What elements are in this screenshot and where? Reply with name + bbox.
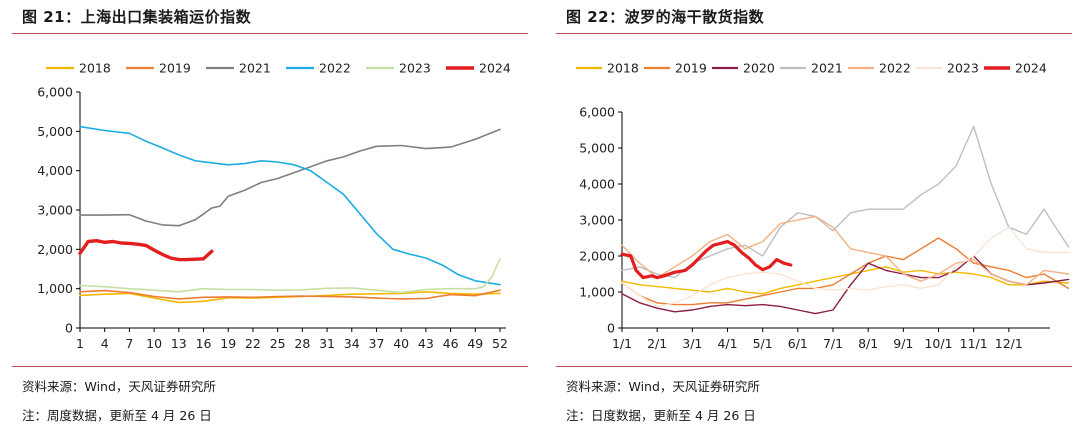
- legend-label-2022: 2022: [319, 61, 351, 76]
- y-tick-label: 0: [607, 321, 615, 336]
- series-line-2019: [79, 289, 501, 300]
- chart-title: 图 21：上海出口集装箱运价指数: [22, 8, 252, 26]
- legend-label-2023: 2023: [399, 61, 431, 76]
- legend-label-2018: 2018: [607, 61, 639, 76]
- x-tick-label: 2/1: [647, 336, 667, 351]
- y-tick-label: 5,000: [37, 124, 73, 139]
- x-tick-label: 49: [467, 336, 483, 351]
- legend-label-2024: 2024: [479, 61, 511, 76]
- y-tick-label: 1,000: [37, 281, 73, 296]
- source-note: 资料来源：Wind，天风证券研究所: [566, 379, 760, 394]
- x-tick-label: 40: [393, 336, 409, 351]
- x-tick-label: 1/1: [612, 336, 632, 351]
- x-tick-label: 10: [146, 336, 162, 351]
- legend-label-2019: 2019: [675, 61, 707, 76]
- x-tick-label: 16: [196, 336, 212, 351]
- series-line-2024: [620, 240, 793, 280]
- series-line-2023: [621, 226, 1070, 308]
- chart-title: 图 22：波罗的海干散货指数: [566, 8, 765, 26]
- y-tick-label: 3,000: [579, 213, 615, 228]
- x-tick-label: 11/1: [960, 336, 988, 351]
- legend-label-2023: 2023: [947, 61, 979, 76]
- legend-label-2018: 2018: [79, 61, 111, 76]
- x-tick-label: 4: [101, 336, 109, 351]
- series-line-2024: [78, 239, 214, 262]
- data-note: 注：周度数据，更新至 4 月 26 日: [22, 408, 212, 423]
- legend-label-2022: 2022: [879, 61, 911, 76]
- bdi-line-chart: 0 1,000 2,000 3,000 4,000 5,000 6,000 1/1 2/1 3/1…: [576, 61, 1070, 351]
- x-tick-label: 52: [492, 336, 508, 351]
- x-tick-label: 6/1: [788, 336, 808, 351]
- panel-figure-21: 图 21：上海出口集装箱运价指数 0 1,000 2,000 3,000 4,000 5,…: [12, 0, 532, 430]
- x-tick-label: 19: [220, 336, 236, 351]
- y-tick-label: 4,000: [579, 177, 615, 192]
- y-tick-label: 4,000: [37, 163, 73, 178]
- series-line-2021: [621, 125, 1070, 279]
- x-tick-label: 4/1: [717, 336, 737, 351]
- y-tick-label: 6,000: [37, 85, 73, 100]
- series-line-2023: [79, 258, 501, 294]
- footer-divider: [12, 366, 528, 367]
- series-line-2021: [79, 128, 501, 227]
- x-tick-label: 28: [294, 336, 310, 351]
- y-tick-label: 6,000: [579, 105, 615, 120]
- x-tick-label: 8/1: [858, 336, 878, 351]
- x-tick-label: 1: [76, 336, 84, 351]
- x-tick-label: 10/1: [924, 336, 952, 351]
- y-tick-label: 2,000: [579, 249, 615, 264]
- legend-label-2019: 2019: [159, 61, 191, 76]
- panel-figure-22: 图 22：波罗的海干散货指数 0 1,000 2,000 3,000 4,000 5,00…: [556, 0, 1076, 430]
- y-tick-label: 2,000: [37, 242, 73, 257]
- x-tick-label: 46: [443, 336, 459, 351]
- footer-divider: [556, 366, 1072, 367]
- x-tick-label: 37: [369, 336, 385, 351]
- x-tick-label: 25: [270, 336, 286, 351]
- x-tick-label: 13: [171, 336, 187, 351]
- x-tick-label: 9/1: [893, 336, 913, 351]
- x-tick-label: 31: [319, 336, 335, 351]
- y-tick-label: 5,000: [579, 141, 615, 156]
- y-tick-label: 3,000: [37, 203, 73, 218]
- x-tick-label: 43: [418, 336, 434, 351]
- series-line-2018: [621, 266, 1070, 295]
- x-tick-label: 7/1: [823, 336, 843, 351]
- x-tick-label: 22: [245, 336, 261, 351]
- title-divider: [12, 33, 528, 34]
- y-tick-label: 1,000: [579, 285, 615, 300]
- series-line-2022: [621, 215, 1070, 286]
- x-tick-label: 34: [344, 336, 360, 351]
- series-line-2022: [79, 125, 501, 286]
- title-divider: [556, 33, 1072, 34]
- source-note: 资料来源：Wind，天风证券研究所: [22, 379, 216, 394]
- x-tick-label: 3/1: [682, 336, 702, 351]
- legend-label-2021: 2021: [811, 61, 843, 76]
- x-tick-label: 5/1: [753, 336, 773, 351]
- legend-label-2021: 2021: [239, 61, 271, 76]
- y-tick-label: 0: [65, 321, 73, 336]
- x-tick-label: 7: [125, 336, 133, 351]
- scfi-line-chart: 0 1,000 2,000 3,000 4,000 5,000 6,000 1 4 7 10 13 16…: [37, 61, 511, 352]
- series-line-2019: [621, 237, 1070, 306]
- legend-label-2024: 2024: [1015, 61, 1047, 76]
- legend-label-2020: 2020: [743, 61, 775, 76]
- data-note: 注：日度数据，更新至 4 月 26 日: [566, 408, 756, 423]
- x-tick-label: 12/1: [995, 336, 1023, 351]
